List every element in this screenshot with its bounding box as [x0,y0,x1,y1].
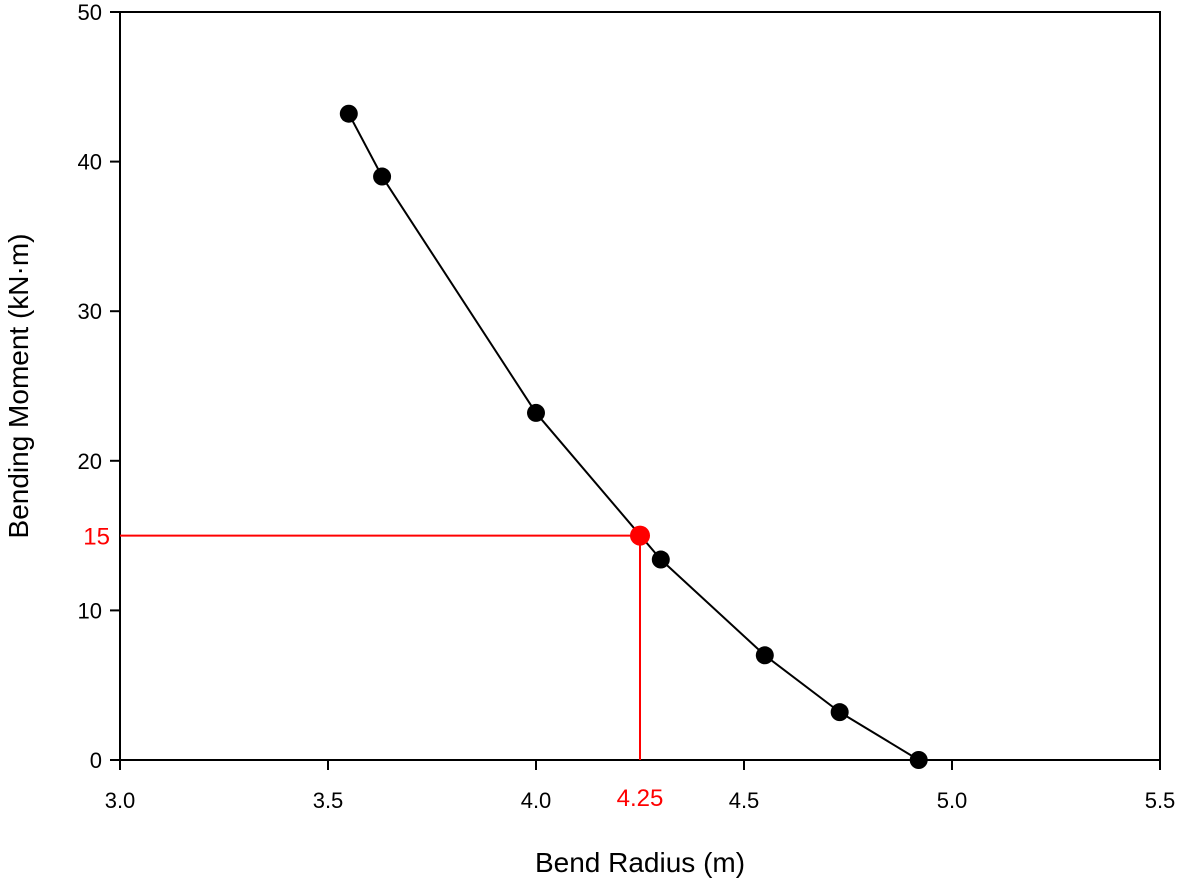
ticks: 3.0 3.5 4.0 4.5 5.0 5.5 0 10 20 30 40 50 [78,0,1176,813]
x-tick-label: 3.5 [313,788,344,813]
x-axis-title: Bend Radius (m) [535,847,745,878]
data-point [830,703,849,722]
y-tick-label: 0 [90,748,102,773]
highlight-guides [120,534,641,760]
x-tick-label: 5.5 [1145,788,1176,813]
series-line [347,113,920,761]
y-axis-title: Bending Moment (kN·m) [3,234,34,539]
x-tick-label: 5.0 [937,788,968,813]
data-point [527,403,545,422]
series-layer [339,104,928,769]
y-tick-label: 30 [78,299,102,324]
x-tick-label: 4.0 [521,788,552,813]
highlight-y-label: 15 [83,524,110,551]
highlight-point [630,525,650,546]
highlight-x-label: 4.25 [617,785,664,812]
x-tick-label: 4.5 [729,788,760,813]
data-point [339,104,358,123]
data-point [651,550,670,569]
y-tick-label: 50 [78,0,102,25]
data-point [373,167,392,186]
x-tick-label: 3.0 [105,788,136,813]
data-point [909,751,928,769]
y-tick-label: 20 [78,449,102,474]
y-tick-label: 10 [78,598,102,623]
data-point [755,646,774,665]
y-tick-label: 40 [78,150,102,175]
